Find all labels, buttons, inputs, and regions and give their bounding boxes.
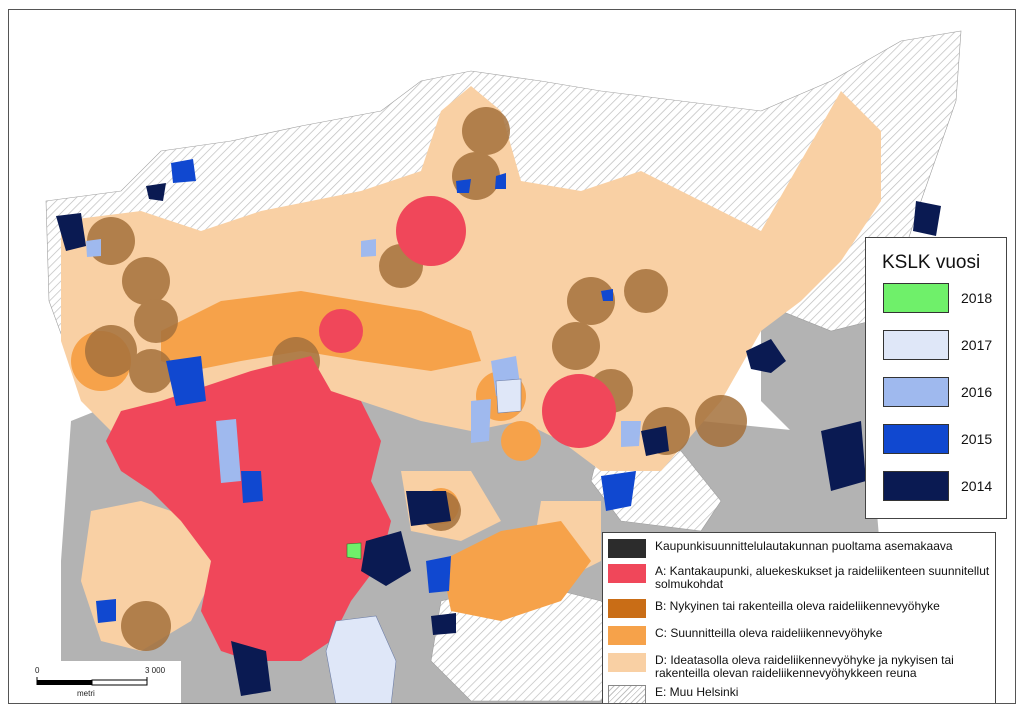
other-land-area-east (761, 291, 881, 441)
legend-cat-row-asemakaava: Kaupunkisuunnittelulautakunnan puoltama … (608, 539, 993, 559)
legend-year-label: 2016 (961, 384, 993, 400)
legend-cat-label: A: Kantakaupunki, aluekeskukset ja raide… (655, 564, 990, 591)
legend-year-label: 2017 (961, 337, 993, 353)
legend-cat-row-d: D: Ideatasolla oleva raideliikennevyöhyk… (608, 653, 993, 683)
kslk-2016-patches (86, 239, 641, 483)
legend-swatch-2017 (883, 330, 949, 360)
scale-end-label: 3 000 (145, 666, 166, 675)
legend-year-label: 2014 (961, 478, 993, 494)
legend-swatch-asemakaava (608, 539, 646, 558)
legend-zone-category: Kaupunkisuunnittelulautakunnan puoltama … (602, 532, 996, 703)
scale-start-label: 0 (35, 666, 40, 675)
legend-year-title: KSLK vuosi (882, 252, 981, 273)
scale-bar: 0 3 000 metri (15, 661, 181, 703)
zone-a-red (106, 196, 616, 661)
legend-year-row-2014: 2014 (883, 471, 1003, 503)
legend-year-label: 2018 (961, 290, 993, 306)
scale-bar-graphic (36, 677, 148, 686)
legend-swatch-b (608, 599, 646, 618)
legend-cat-row-b: B: Nykyinen tai rakenteilla oleva raidel… (608, 599, 993, 621)
map-frame: KSLK vuosi 2018 2017 2016 2015 2014 Kaup… (8, 9, 1016, 704)
legend-year-label: 2015 (961, 431, 993, 447)
legend-swatch-a (608, 564, 646, 583)
legend-kslk-year: KSLK vuosi 2018 2017 2016 2015 2014 (865, 237, 1007, 519)
legend-cat-label: D: Ideatasolla oleva raideliikennevyöhyk… (655, 653, 954, 680)
legend-cat-row-a: A: Kantakaupunki, aluekeskukset ja raide… (608, 564, 993, 594)
legend-year-row-2016: 2016 (883, 377, 1003, 409)
legend-swatch-2015 (883, 424, 949, 454)
legend-cat-label: E: Muu Helsinki (655, 685, 739, 699)
legend-swatch-d (608, 653, 646, 672)
legend-cat-label: B: Nykyinen tai rakenteilla oleva raidel… (655, 599, 940, 613)
legend-cat-label: Kaupunkisuunnittelulautakunnan puoltama … (655, 539, 953, 553)
legend-cat-row-e: E: Muu Helsinki (608, 685, 993, 703)
kslk-2015-patches (96, 159, 636, 623)
legend-year-row-2015: 2015 (883, 424, 1003, 456)
map-canvas[interactable] (9, 10, 1016, 704)
legend-year-row-2017: 2017 (883, 330, 1003, 362)
kslk-2018-patches (346, 542, 362, 560)
legend-year-row-2018: 2018 (883, 283, 1003, 315)
legend-swatch-c (608, 626, 646, 645)
legend-swatch-2016 (883, 377, 949, 407)
legend-swatch-e (608, 685, 646, 703)
kslk-2017-patches (325, 378, 522, 703)
scale-unit-label: metri (77, 689, 95, 698)
legend-swatch-2018 (883, 283, 949, 313)
legend-cat-label: C: Suunnitteilla oleva raideliikennevyöh… (655, 626, 883, 640)
legend-cat-row-c: C: Suunnitteilla oleva raideliikennevyöh… (608, 626, 993, 648)
legend-swatch-2014 (883, 471, 949, 501)
